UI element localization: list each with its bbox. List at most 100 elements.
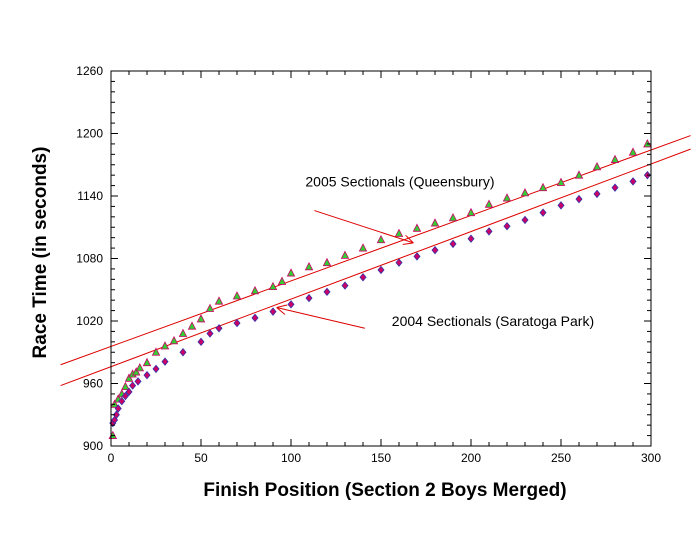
annotation-arrow-1 bbox=[314, 210, 413, 243]
data-point bbox=[160, 341, 170, 350]
data-point bbox=[269, 307, 277, 316]
data-point bbox=[395, 258, 403, 267]
data-point bbox=[118, 396, 126, 406]
y-tick-label: 960 bbox=[83, 377, 103, 391]
data-point bbox=[131, 367, 141, 376]
data-point bbox=[142, 357, 152, 367]
x-tick-label: 0 bbox=[108, 451, 115, 465]
data-point bbox=[323, 287, 331, 297]
data-point bbox=[215, 324, 223, 333]
data-point bbox=[412, 223, 422, 232]
plot-area-frame bbox=[110, 70, 652, 447]
data-point bbox=[110, 399, 119, 408]
data-point bbox=[124, 373, 134, 382]
series-2 bbox=[109, 170, 651, 428]
data-point bbox=[121, 381, 130, 391]
x-tick-label: 300 bbox=[641, 451, 661, 465]
fit-line-1 bbox=[60, 135, 691, 366]
data-point bbox=[539, 208, 547, 217]
annotation-arrow-2 bbox=[277, 307, 365, 329]
data-point bbox=[467, 234, 475, 243]
data-point bbox=[448, 213, 458, 222]
data-point bbox=[214, 296, 224, 305]
data-point bbox=[179, 348, 187, 357]
data-point bbox=[377, 265, 385, 275]
data-point bbox=[250, 285, 260, 295]
data-point bbox=[520, 188, 530, 197]
plot-layer bbox=[60, 135, 691, 439]
y-tick-label: 1080 bbox=[76, 252, 103, 266]
data-point bbox=[286, 268, 296, 277]
data-point bbox=[305, 293, 313, 303]
data-point bbox=[413, 252, 421, 261]
data-point bbox=[187, 321, 197, 330]
data-point bbox=[611, 183, 619, 192]
y-tick-label: 1140 bbox=[77, 189, 103, 203]
y-tick-label: 1200 bbox=[76, 127, 103, 141]
data-point bbox=[112, 410, 120, 419]
axis-ticks: 0 50 100 150 200 250 300 900 960 1020 1080 1140 1200… bbox=[76, 64, 661, 465]
y-tick-label: 1020 bbox=[76, 314, 103, 328]
data-point bbox=[503, 221, 511, 231]
x-tick-label: 100 bbox=[281, 451, 301, 465]
data-point bbox=[206, 329, 214, 338]
annotations: 2005 Sectionals (Queensbury) 2004 Section… bbox=[277, 174, 594, 329]
data-point bbox=[161, 357, 169, 366]
annotation-label-2: 2004 Sectionals (Saratoga Park) bbox=[392, 313, 594, 329]
y-tick-label: 900 bbox=[83, 439, 103, 453]
annotation-label-1: 2005 Sectionals (Queensbury) bbox=[305, 174, 494, 190]
data-point bbox=[484, 199, 494, 208]
data-point bbox=[287, 300, 295, 309]
data-point bbox=[358, 243, 368, 252]
x-tick-label: 250 bbox=[551, 451, 571, 465]
data-point bbox=[304, 261, 314, 271]
data-point bbox=[340, 250, 350, 259]
data-point bbox=[466, 207, 476, 217]
y-tick-label: 1260 bbox=[76, 64, 103, 78]
data-point bbox=[205, 303, 215, 312]
data-point bbox=[125, 387, 133, 397]
data-point bbox=[610, 154, 620, 163]
data-point bbox=[376, 234, 386, 244]
data-point bbox=[575, 194, 583, 204]
data-point bbox=[556, 177, 566, 186]
data-point bbox=[114, 404, 122, 413]
data-point bbox=[152, 364, 160, 374]
data-point bbox=[121, 391, 129, 401]
data-point bbox=[521, 215, 529, 225]
x-tick-label: 150 bbox=[371, 451, 391, 465]
data-point bbox=[322, 257, 332, 267]
y-axis-title: Race Time (in seconds) bbox=[30, 147, 51, 359]
data-point bbox=[574, 170, 584, 179]
data-point bbox=[359, 273, 367, 282]
data-point bbox=[277, 276, 287, 285]
data-point bbox=[134, 377, 142, 386]
data-point bbox=[232, 291, 242, 300]
data-point bbox=[593, 189, 601, 199]
data-point bbox=[592, 161, 602, 171]
data-point bbox=[135, 363, 145, 372]
data-point bbox=[449, 239, 457, 249]
series-1 bbox=[108, 139, 652, 439]
x-tick-label: 200 bbox=[461, 451, 481, 465]
data-point bbox=[169, 335, 179, 345]
data-point bbox=[233, 318, 241, 328]
data-point bbox=[251, 313, 259, 323]
data-point bbox=[178, 328, 188, 337]
data-point bbox=[485, 227, 493, 236]
data-point bbox=[557, 201, 565, 210]
data-point bbox=[151, 347, 161, 356]
data-point bbox=[538, 182, 548, 192]
data-point bbox=[111, 415, 119, 425]
data-point bbox=[628, 147, 638, 156]
data-point bbox=[268, 281, 278, 291]
x-axis-title: Finish Position (Section 2 Boys Merged) bbox=[203, 480, 566, 501]
data-point bbox=[629, 177, 637, 186]
data-point bbox=[430, 218, 440, 227]
data-point bbox=[431, 245, 439, 255]
data-point bbox=[341, 281, 349, 290]
data-point bbox=[143, 370, 151, 380]
data-point bbox=[502, 193, 512, 202]
data-point bbox=[197, 337, 205, 347]
